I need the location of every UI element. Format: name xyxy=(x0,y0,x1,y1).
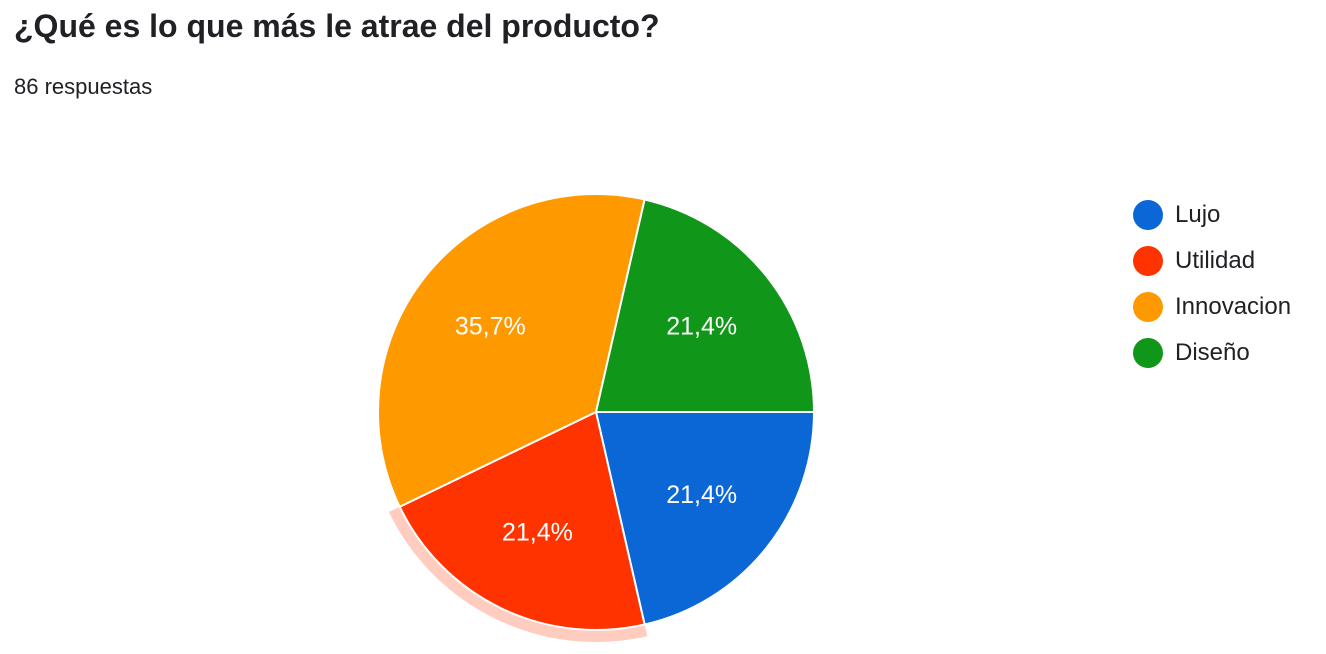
pie-slice-utilidad[interactable] xyxy=(398,410,646,631)
pie-slice-innovacion[interactable] xyxy=(377,193,646,509)
legend-swatch-icon xyxy=(1133,200,1163,230)
legend: Lujo Utilidad Innovacion Diseño xyxy=(1133,192,1291,376)
legend-label: Diseño xyxy=(1175,339,1250,366)
slice-percentage-label: 21,4% xyxy=(666,481,737,509)
slice-percentage-label: 35,7% xyxy=(455,312,526,340)
legend-swatch-icon xyxy=(1133,338,1163,368)
response-count: 86 respuestas xyxy=(14,74,153,99)
legend-item-utilidad[interactable]: Utilidad xyxy=(1133,238,1291,284)
pie-slice-lujo[interactable] xyxy=(594,411,816,626)
chart-title: ¿Qué es lo que más le atrae del producto… xyxy=(14,8,660,44)
legend-swatch-icon xyxy=(1133,292,1163,322)
legend-item-innovacion[interactable]: Innovacion xyxy=(1133,284,1291,330)
slice-percentage-label: 21,4% xyxy=(666,312,737,340)
slice-highlight-halo xyxy=(388,506,648,642)
slice-percentage-label: 21,4% xyxy=(502,518,573,546)
legend-swatch-icon xyxy=(1133,246,1163,276)
legend-item-diseno[interactable]: Diseño xyxy=(1133,330,1291,376)
legend-item-lujo[interactable]: Lujo xyxy=(1133,192,1291,238)
legend-label: Lujo xyxy=(1175,201,1221,228)
legend-label: Innovacion xyxy=(1175,293,1292,320)
legend-label: Utilidad xyxy=(1175,247,1256,274)
pie-slice-diseno[interactable] xyxy=(594,198,816,413)
